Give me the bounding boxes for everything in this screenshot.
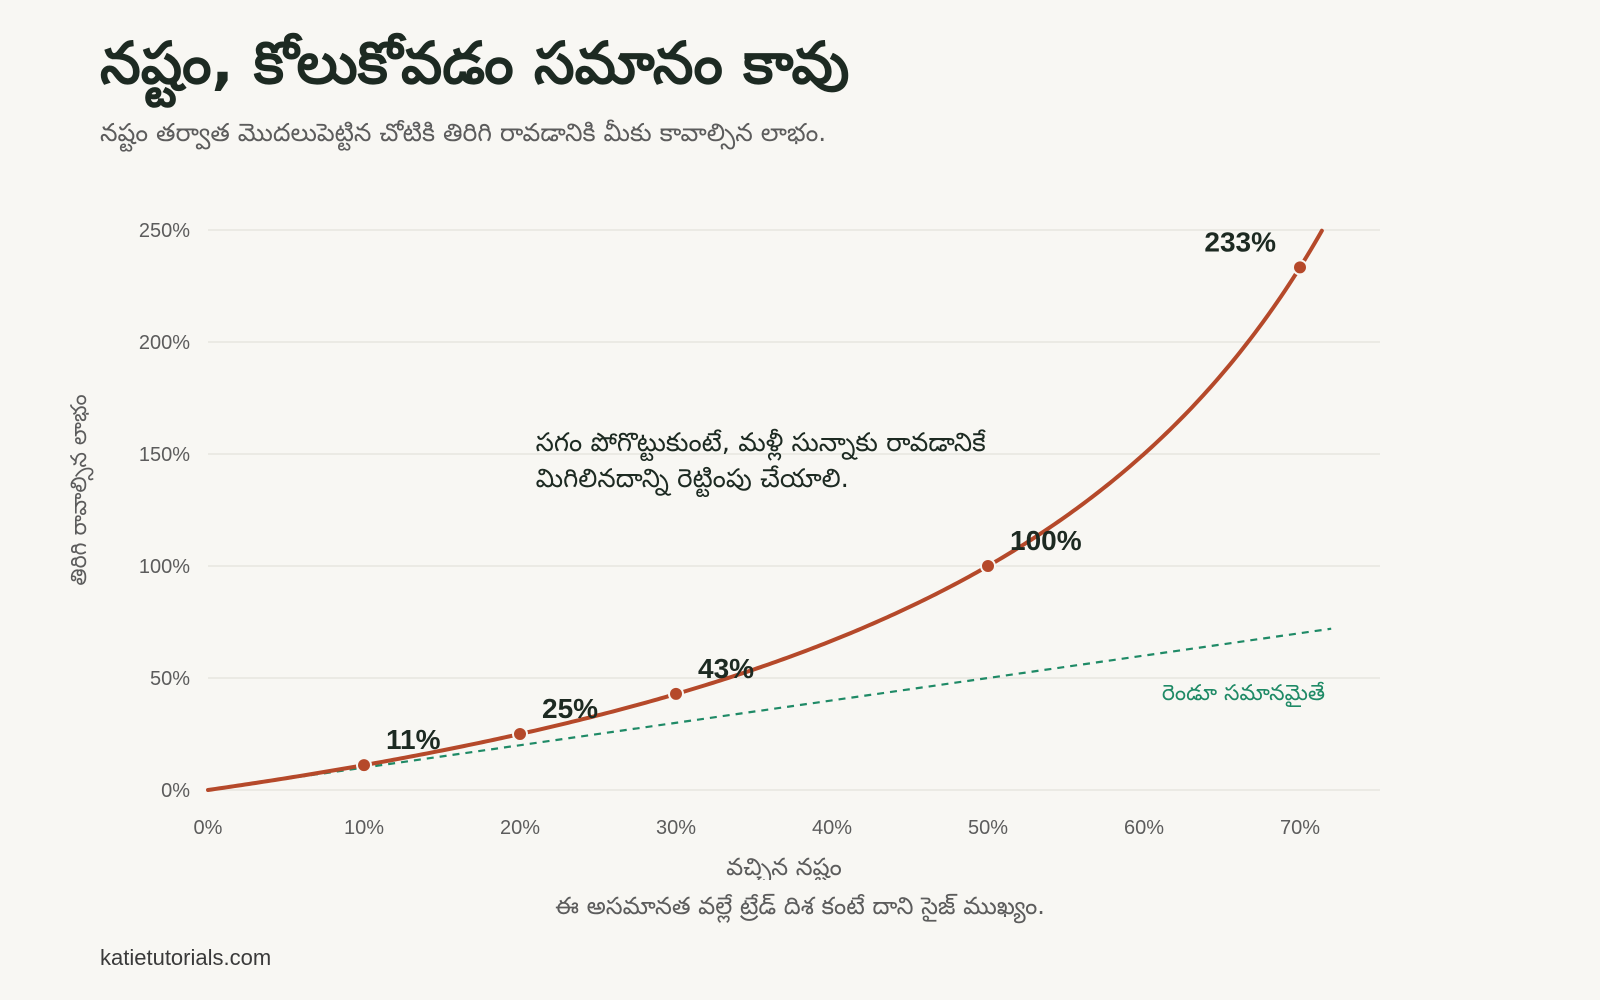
y-tick-label: 100% [139,556,190,578]
highlighted-point [980,558,996,574]
recovery-curve [206,228,1324,792]
y-tick-label: 250% [139,220,190,242]
x-tick-label: 10% [344,817,384,839]
y-tick-label: 200% [139,332,190,354]
highlighted-point [356,757,372,774]
y-tick-label: 50% [150,668,190,690]
x-tick-label: 30% [656,817,696,839]
x-axis-label: వచ్చిన నష్టం [726,853,842,880]
y-axis-ticks: 0% 50% 100% 150% 200% 250% [139,220,190,802]
highlighted-point [668,685,684,702]
point-value-label: 100% [1010,525,1082,556]
chart-subtitle: నష్టం తర్వాత మొదలుపెట్టిన చోటికి తిరిగి … [100,118,827,147]
highlighted-point [1292,259,1308,276]
annotation-line-1: సగం పోగొట్టుకుంటే, మళ్లీ సున్నాకు రావడాన… [536,428,987,462]
reference-line-label: రెండూ సమానమైతే [1162,681,1325,707]
point-value-label: 43% [698,653,754,684]
x-tick-label: 60% [1124,817,1164,839]
chart-footnote: ఈ అసమానత వల్లే ట్రేడ్ దిశ కంటే దాని సైజ్… [555,892,1045,920]
series-lines [206,228,1332,792]
x-tick-label: 20% [500,817,540,839]
reference-line [207,627,1332,792]
loss-recovery-chart: 0% 50% 100% 150% 200% 250% 0% 10% 20% 30% 40% 50% 6… [67,220,1380,880]
grid-lines [208,229,1380,791]
x-tick-label: 50% [968,817,1008,839]
highlighted-point [512,726,528,742]
x-tick-label: 70% [1280,817,1320,839]
x-tick-label: 40% [812,817,852,839]
y-tick-label: 150% [139,444,190,466]
x-axis-ticks: 0% 10% 20% 30% 40% 50% 60% 70% [194,817,1321,839]
y-tick-label: 0% [161,780,190,802]
annotation-line-2: మిగిలినదాన్ని రెట్టింపు చేయాలి. [536,464,849,498]
chart-title: నష్టం, కోలుకోవడం సమానం కావు [100,29,850,97]
y-axis-label: తిరిగి రావాల్సిన లాభం [67,394,94,585]
chart-annotation: సగం పోగొట్టుకుంటే, మళ్లీ సున్నాకు రావడాన… [536,428,994,498]
point-value-label: 11% [386,724,441,755]
point-value-label: 25% [542,693,598,724]
x-tick-label: 0% [194,817,223,839]
point-labels: 11% 25% 43% 100% 233% [386,226,1276,755]
source-credit: katietutorials.com [100,945,272,970]
highlighted-points [356,259,1308,774]
point-value-label: 233% [1204,226,1276,257]
